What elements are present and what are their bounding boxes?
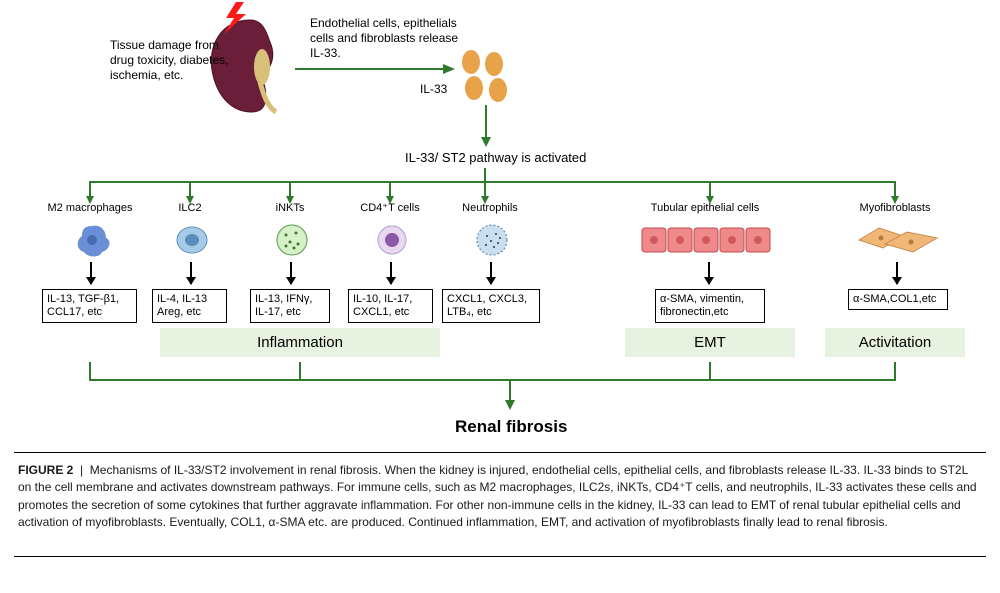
output-box-m2: IL-13, TGF-β1, CCL17, etc [42,289,137,323]
arrow-m2 [90,262,92,284]
hr-bottom [14,556,986,557]
arrow-kidney-to-il33 [295,62,455,76]
arrow-tubular [708,262,710,284]
output-box-neutrophil: CXCL1, CXCL3, LTB₄, etc [442,289,540,323]
arrow-cd4 [390,262,392,284]
tissue-damage-text: Tissue damage from drug toxicity, diabet… [110,38,240,83]
cell-label-tubular: Tubular epithelial cells [630,202,780,216]
cell-label-myofibroblast: Myofibroblasts [850,202,940,216]
cell-label-inkt: iNKTs [245,202,335,216]
diagram-canvas: Tissue damage from drug toxicity, diabet… [0,0,1000,593]
lightning-icon [222,2,252,36]
outcome-title: Renal fibrosis [455,416,567,437]
output-box-inkt: IL-13, IFNγ, IL-17, etc [250,289,330,323]
arrow-myofibroblast [896,262,898,284]
arrow-neutrophil [490,262,492,284]
output-box-ilc2: IL-4, IL-13 Areg, etc [152,289,227,323]
myofibroblast-icon [855,222,945,260]
output-box-cd4: IL-10, IL-17, CXCL1, etc [348,289,433,323]
tubular-epithelial-icon [640,222,780,258]
arrow-ilc2 [190,262,192,284]
release-text: Endothelial cells, epithelials cells and… [310,16,470,61]
arrow-il33-down [479,105,493,147]
output-box-tubular: α-SMA, vimentin, fibronectin,etc [655,289,765,323]
il33-label: IL-33 [420,82,447,97]
cell-label-ilc2: ILC2 [145,202,235,216]
cd4t-icon [372,220,412,260]
output-box-myofibroblast: α-SMA,COL1,etc [848,289,948,310]
caption-body: Mechanisms of IL-33/ST2 involvement in r… [18,463,977,529]
neutrophil-icon [472,220,512,260]
process-emt: EMT [625,328,795,357]
cell-label-neutrophil: Neutrophils [445,202,535,216]
cell-label-cd4: CD4⁺T cells [345,202,435,216]
caption-figure-label: FIGURE 2 [18,463,73,477]
figure-caption: FIGURE 2 | Mechanisms of IL-33/ST2 invol… [18,462,982,532]
cell-label-m2: M2 macrophages [45,202,135,216]
il33-icon [456,50,516,105]
pathway-text: IL-33/ ST2 pathway is activated [405,150,586,166]
bracket-bottom [60,362,960,412]
process-activation: Activitation [825,328,965,357]
m2-macrophage-icon [72,220,112,260]
ilc2-icon [172,220,212,260]
process-inflammation: Inflammation [160,328,440,357]
hr-top [14,452,986,453]
arrow-inkt [290,262,292,284]
inkt-icon [272,220,312,260]
